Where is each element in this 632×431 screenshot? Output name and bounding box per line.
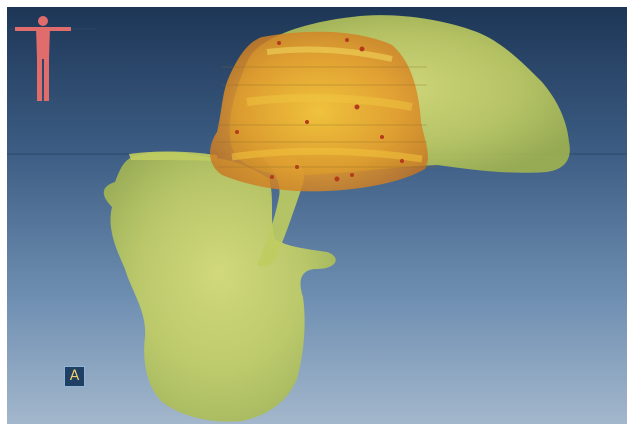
scan-texture [217,66,437,168]
orientation-label: A [64,366,85,387]
human-orientation-icon[interactable] [7,7,97,107]
orange-band [246,93,413,111]
yellow-tendril [129,151,217,161]
speckle-points [235,38,404,182]
orange-band [231,147,423,163]
volume-render [7,15,627,422]
yellow-structure-lower [103,152,336,422]
orange-band [266,46,393,62]
3d-render-viewport[interactable]: A [7,7,627,424]
